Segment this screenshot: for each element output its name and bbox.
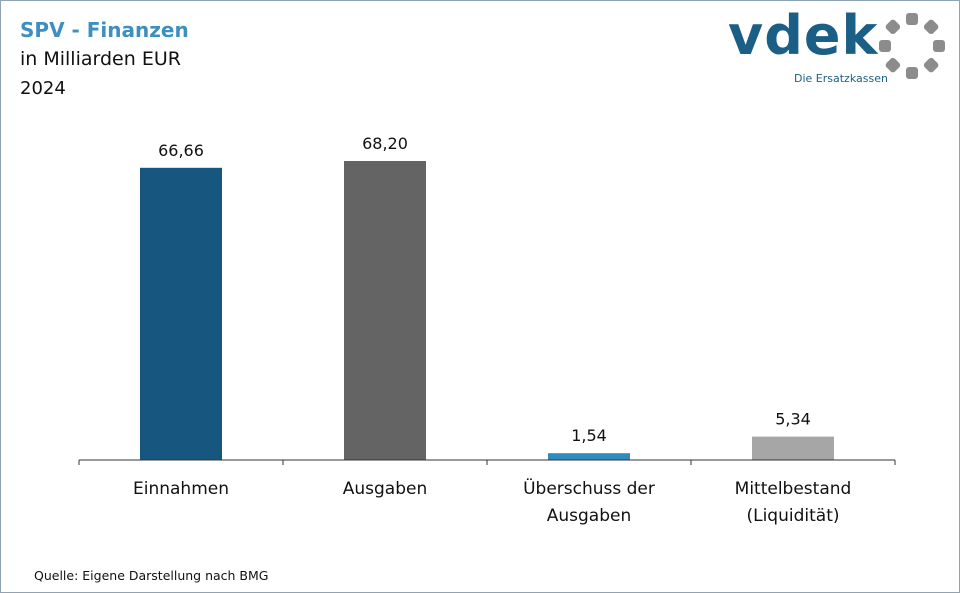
ring-segment [906,13,918,25]
ring-segment [933,40,945,52]
bar-2 [548,453,630,460]
bar-chart: 66,66 Einnahmen 68,20 Ausgaben 1,54 Überschus… [78,134,896,526]
ring-segment [923,57,939,73]
bar-1 [344,161,426,460]
source-note: Quelle: Eigene Darstellung nach BMG [34,568,269,583]
category-label-2-0: Überschuss der [523,477,655,499]
ring-segment [923,19,939,35]
category-label-1-0: Ausgaben [343,479,428,499]
category-label-2-1: Ausgaben [547,506,632,526]
bar-3 [752,436,834,460]
ring-segment [885,57,901,73]
value-label-0: 66,66 [158,141,204,160]
value-label-2: 1,54 [571,426,607,445]
logo-wordmark: vdek [728,4,879,67]
ring-segment [885,19,901,35]
ring-segment [879,40,891,52]
value-label-1: 68,20 [362,134,408,153]
chart-title: SPV - Finanzen [20,18,189,42]
bar-0 [140,167,222,461]
chart-subtitle: in Milliarden EUR [20,48,181,70]
logo-tagline: Die Ersatzkassen [794,72,888,85]
chart-year: 2024 [20,78,66,99]
category-label-3-0: Mittelbestand [735,479,852,499]
category-label-3-1: (Liquidität) [746,506,839,526]
value-label-3: 5,34 [775,410,811,429]
category-label-0-0: Einnahmen [133,479,229,499]
ring-segment [906,67,918,79]
ring-segments-icon [879,13,945,79]
vdek-logo: vdek Die Ersatzkassen [728,4,950,88]
